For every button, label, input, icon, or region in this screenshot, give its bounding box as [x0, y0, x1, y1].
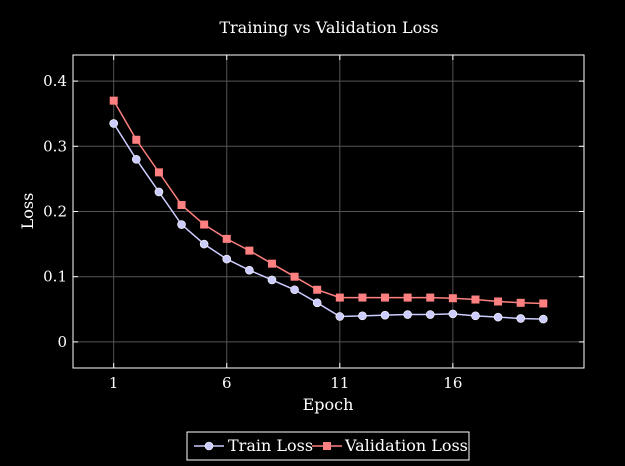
train-loss-point — [177, 220, 186, 229]
validation-loss-point — [471, 295, 480, 304]
train-loss-point — [154, 187, 164, 197]
train-loss-point — [290, 285, 299, 295]
validation-loss-point — [290, 272, 299, 281]
validation-loss-point — [313, 285, 322, 294]
validation-loss-point — [448, 294, 457, 303]
legend-val-label: Validation Loss — [344, 436, 468, 455]
train-loss-point — [539, 314, 548, 324]
legend: Train Loss Validation Loss — [186, 431, 470, 461]
grid-lines — [73, 55, 584, 368]
train-loss-point — [358, 311, 367, 321]
x-tick-label: 6 — [222, 374, 232, 392]
validation-loss-point — [403, 293, 412, 302]
validation-loss-point — [245, 246, 254, 255]
x-tick-label: 16 — [443, 374, 462, 392]
legend-train-label: Train Loss — [228, 436, 313, 455]
train-loss-point — [471, 311, 480, 321]
y-tick-label: 0.1 — [43, 268, 67, 286]
x-tick-label: 1 — [109, 374, 119, 392]
validation-loss-point — [200, 220, 209, 229]
y-axis-title: Loss — [18, 193, 37, 230]
validation-loss-point — [494, 297, 503, 306]
y-tick-label: 0.3 — [43, 137, 67, 155]
legend-train-marker — [204, 441, 214, 451]
y-tick-label: 0 — [57, 333, 67, 351]
series-layer — [109, 96, 548, 324]
validation-loss-point — [109, 96, 118, 105]
validation-loss-point — [358, 293, 367, 302]
train-loss-point — [267, 275, 277, 285]
train-loss-point — [109, 119, 118, 128]
validation-loss-point — [381, 293, 390, 302]
validation-loss-point — [177, 200, 186, 209]
validation-loss-point — [539, 299, 548, 308]
train-loss-series — [109, 119, 548, 324]
chart-title: Training vs Validation Loss — [219, 18, 438, 37]
validation-loss-point — [154, 168, 163, 177]
train-loss-point — [132, 155, 141, 164]
x-tick-label: 11 — [330, 374, 349, 392]
validation-loss-point — [132, 135, 141, 144]
y-tick-label: 0.2 — [43, 203, 67, 221]
legend-val-marker — [323, 442, 331, 450]
train-loss-point — [222, 254, 232, 264]
train-loss-point — [516, 314, 525, 323]
validation-loss-point — [516, 298, 525, 307]
validation-loss-point — [335, 293, 344, 302]
validation-loss-point — [222, 234, 231, 243]
x-axis-title: Epoch — [303, 395, 354, 414]
validation-loss-point — [426, 293, 435, 302]
series-line — [113, 123, 544, 320]
train-loss-point — [493, 312, 503, 322]
train-loss-point — [245, 265, 254, 275]
train-loss-point — [448, 309, 458, 319]
train-loss-point — [312, 298, 322, 308]
train-loss-point — [380, 310, 390, 320]
validation-loss-point — [267, 259, 276, 268]
validation-loss-series — [109, 96, 548, 308]
train-loss-point — [425, 310, 435, 319]
y-tick-label: 0.4 — [43, 72, 67, 90]
train-loss-point — [403, 310, 412, 319]
train-loss-point — [335, 312, 345, 321]
train-loss-point — [199, 239, 209, 249]
